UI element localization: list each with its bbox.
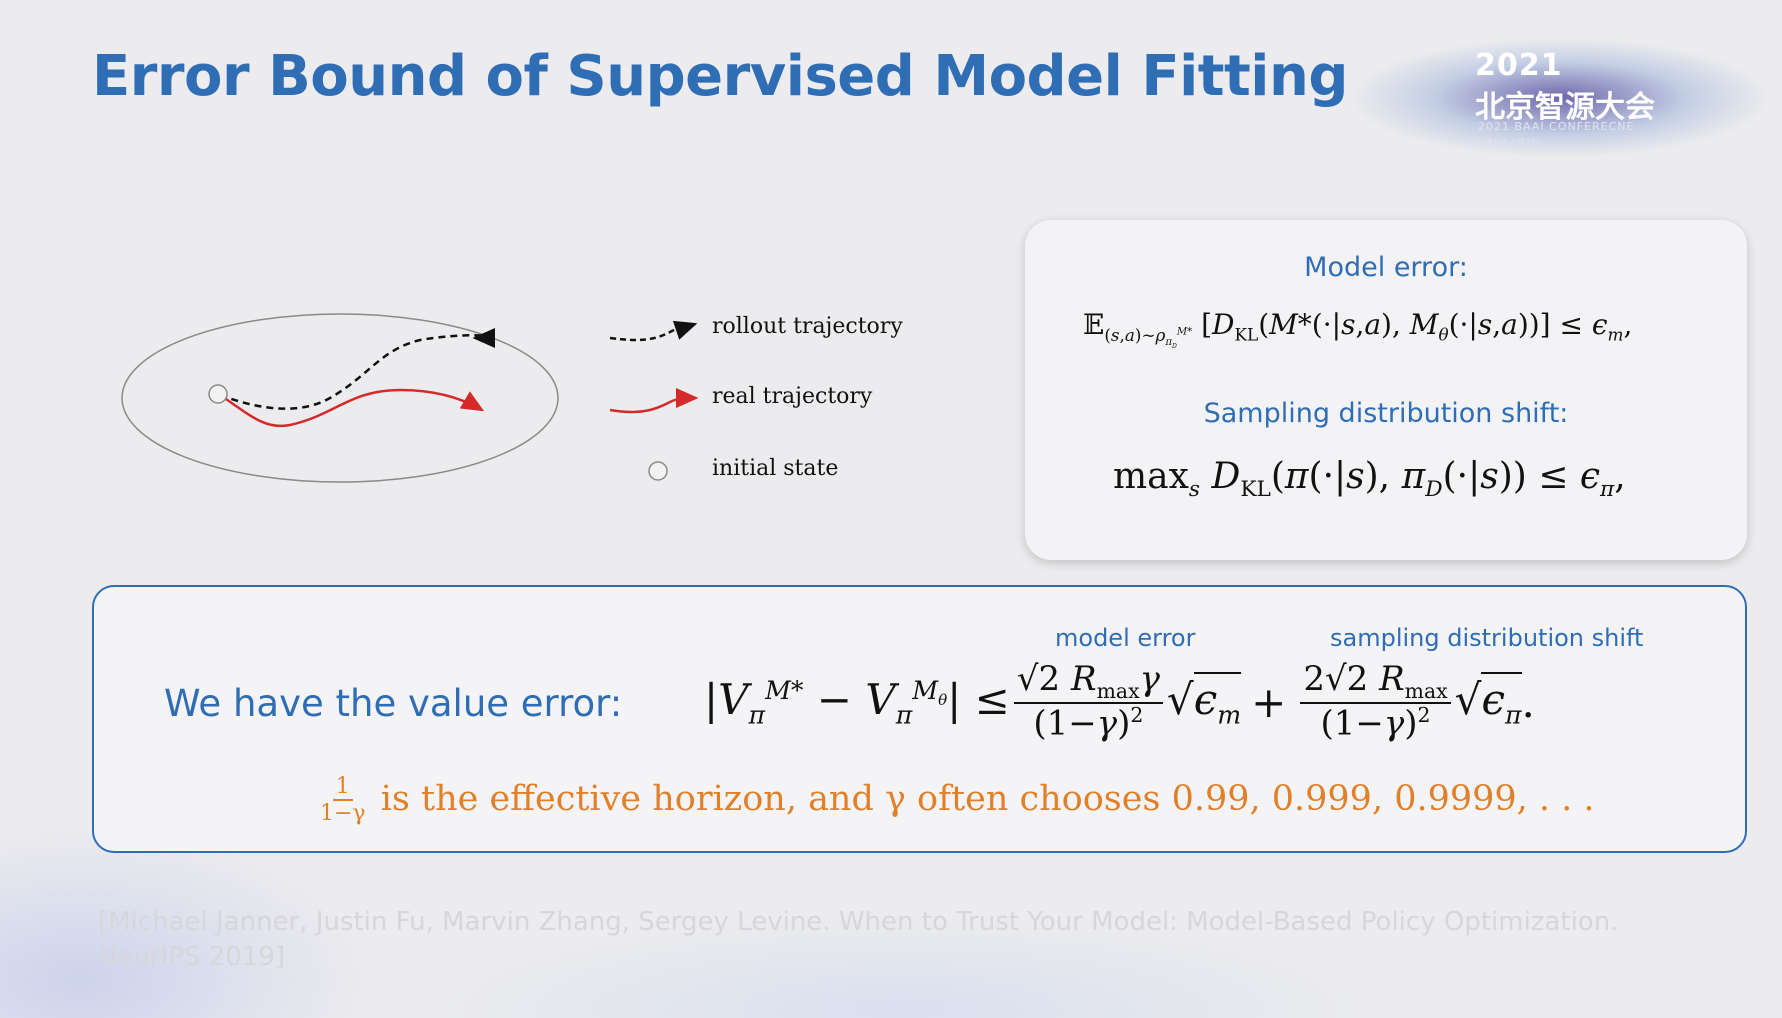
horizon-fraction-numerator: 1 — [332, 774, 353, 802]
value-error-formula: |VπM* − VπMθ| ≤ √2 Rmaxγ (1−γ)2 √ϵm + 2√… — [704, 659, 1535, 744]
real-trajectory-path — [219, 388, 485, 428]
horizon-fraction: 1 1−γ — [320, 774, 366, 827]
shift-heading: Sampling distribution shift: — [1203, 398, 1569, 429]
rollout-trajectory-path — [219, 334, 486, 410]
state-space-ellipse — [121, 313, 559, 483]
horizon-fraction-denominator: 1−γ — [320, 801, 366, 827]
conference-logo: 2021 北京智源大会 2021 BAAI CONFERECNE 6月1日-6月… — [1340, 8, 1782, 168]
horizon-text: is the effective horizon, and γ often ch… — [380, 779, 1595, 820]
model-error-formula: 𝔼(s,a)∼ρπDM* [DKL(M*(·|s,a), Mθ(·|s,a))]… — [1083, 308, 1633, 350]
value-error-label: We have the value error: — [164, 682, 623, 725]
model-error-coefficient: √2 Rmaxγ (1−γ)2 — [1013, 660, 1163, 744]
legend-solid-line — [609, 387, 699, 414]
model-error-box: Model error: 𝔼(s,a)∼ρπDM* [DKL(M*(·|s,a)… — [1025, 220, 1747, 560]
citation: [Michael Janner, Justin Fu, Marvin Zhang… — [98, 907, 1619, 973]
logo-background — [1340, 18, 1782, 158]
value-error-box: model error sampling distribution shift … — [92, 585, 1747, 853]
legend-dashed-line — [609, 323, 694, 342]
shift-coefficient: 2√2 Rmax (1−γ)2 — [1300, 660, 1451, 744]
logo-date: 6月1日-6月3日 — [1478, 139, 1541, 149]
shift-formula: maxs DKL(π(·|s), πD(·|s)) ≤ ϵπ, — [1113, 456, 1626, 503]
annotation-sampling-shift: sampling distribution shift — [1330, 624, 1644, 652]
model-error-heading: Model error: — [1304, 252, 1468, 283]
logo-subtitle: 2021 BAAI CONFERECNE — [1478, 120, 1635, 133]
legend-label-initial-state: initial state — [712, 456, 839, 481]
logo-year: 2021 — [1475, 48, 1563, 83]
slide-title: Error Bound of Supervised Model Fitting — [92, 44, 1348, 109]
sqrt-eps-pi: √ϵπ — [1455, 672, 1522, 730]
legend-label-real: real trajectory — [712, 384, 873, 409]
annotation-model-error: model error — [1055, 624, 1196, 652]
effective-horizon-note: 1 1−γ is the effective horizon, and γ of… — [316, 774, 1595, 827]
logo-name: 北京智源大会 — [1475, 90, 1655, 125]
trajectory-svg — [121, 313, 699, 483]
value-diff: |VπM* − VπMθ| ≤ — [704, 675, 1010, 730]
legend-dashed-arrow — [672, 320, 698, 340]
sqrt-eps-m: √ϵm — [1167, 672, 1242, 730]
legend-label-rollout: rollout trajectory — [712, 314, 903, 339]
trajectory-diagram: rollout trajectory real trajectory initi… — [110, 300, 930, 500]
legend-circle — [648, 461, 668, 481]
initial-state-circle — [208, 384, 228, 404]
